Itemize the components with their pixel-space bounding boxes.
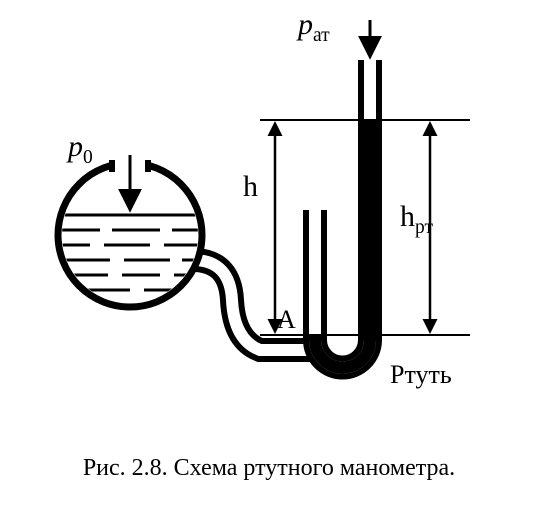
manometer-diagram: pат p0 h hрт A Ртуть Рис. 2.8. Схема рту… (0, 0, 538, 506)
label-h-rt: hрт (400, 200, 433, 239)
label-mercury: Ртуть (390, 360, 452, 390)
label-p0: p0 (68, 130, 93, 169)
diagram-svg (0, 0, 538, 506)
u-tube-outer (315, 60, 370, 368)
connecting-pipe (196, 260, 315, 350)
figure-caption: Рис. 2.8. Схема ртутного манометра. (0, 455, 538, 482)
label-p-at: pат (298, 8, 330, 47)
label-h: h (243, 170, 258, 204)
label-point-a: A (277, 305, 296, 335)
